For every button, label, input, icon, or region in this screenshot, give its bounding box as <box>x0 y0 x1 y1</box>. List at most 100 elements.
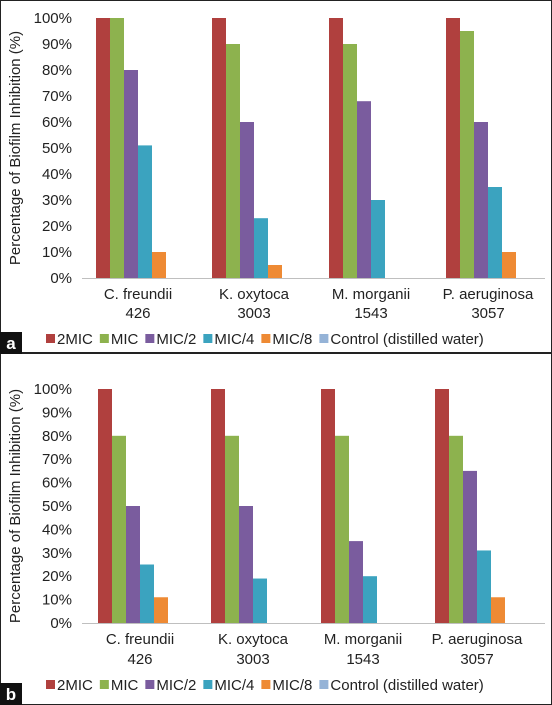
legend-label: MIC/8 <box>272 677 312 694</box>
bar-mic-4 <box>138 145 152 278</box>
legend-label: 2MIC <box>57 677 93 694</box>
legend-swatch <box>99 334 109 343</box>
category-sublabel: 426 <box>127 651 152 668</box>
legend-label: MIC/2 <box>156 677 196 694</box>
y-axis-label: Percentage of Biofilm Inhibition (%) <box>7 31 24 265</box>
bar-mic-2 <box>357 101 371 278</box>
legend-swatch <box>319 334 329 343</box>
legend-swatch <box>203 680 213 689</box>
y-tick-label: 20% <box>42 218 72 235</box>
legend-swatch <box>261 334 271 343</box>
panel-label: b <box>6 685 16 704</box>
y-tick-label: 100% <box>34 381 72 398</box>
category-sublabel: 3057 <box>460 651 493 668</box>
panel-b-chart: 0% 10% 20% 30% 40% 50% 60% 70% 80% 90% 100% Percent… <box>0 381 545 705</box>
legend-swatch <box>46 680 55 689</box>
y-tick-label: 10% <box>42 244 72 261</box>
legend-label: MIC/4 <box>214 677 254 694</box>
y-tick-label: 50% <box>42 498 72 515</box>
bar-2mic <box>446 18 460 278</box>
bar-mic-2 <box>349 541 363 623</box>
bar-mic-8 <box>502 252 516 278</box>
y-tick-label: 60% <box>42 475 72 492</box>
bar-mic-2 <box>463 470 477 623</box>
category-label: C. freundii <box>106 631 174 648</box>
bar-2mic <box>98 389 112 623</box>
bar-mic-8 <box>152 252 166 278</box>
y-tick-label: 50% <box>42 140 72 157</box>
category-label: K. oxytoca <box>218 631 289 648</box>
y-tick-label: 70% <box>42 88 72 105</box>
legend-label: 2MIC <box>57 331 93 348</box>
legend-swatch <box>46 334 55 343</box>
bar-mic <box>225 435 239 623</box>
y-tick-label: 0% <box>50 615 72 632</box>
panel-label: a <box>6 334 16 353</box>
y-tick-label: 40% <box>42 521 72 538</box>
legend-label: MIC/4 <box>214 331 254 348</box>
y-tick-label: 10% <box>42 592 72 609</box>
bar-mic <box>112 435 126 623</box>
bar-mic <box>110 18 124 278</box>
bar-mic-2 <box>239 506 253 623</box>
bar-mic <box>226 44 240 278</box>
bar-mic-4 <box>363 576 377 623</box>
bar-mic-2 <box>240 122 254 278</box>
bar-mic-8 <box>154 597 168 623</box>
bar-mic-2 <box>474 122 488 278</box>
bar-2mic <box>321 389 335 623</box>
legend-swatch <box>261 680 271 689</box>
y-tick-label: 80% <box>42 428 72 445</box>
bar-mic-4 <box>254 218 268 278</box>
y-axis-label: Percentage of Biofilm Inhibition (%) <box>7 389 24 623</box>
bar-mic-8 <box>491 597 505 623</box>
bar-mic <box>449 435 463 623</box>
y-tick-label: 90% <box>42 404 72 421</box>
bar-mic-4 <box>253 578 267 623</box>
category-label: P. aeruginosa <box>443 286 534 303</box>
bar-mic <box>343 44 357 278</box>
legend-swatch <box>145 334 155 343</box>
y-tick-label: 70% <box>42 451 72 468</box>
panel-a-chart: 0% 10% 20% 30% 40% 50% 60% 70% 80% 90% 100% Percent… <box>0 10 545 354</box>
y-tick-label: 80% <box>42 62 72 79</box>
y-tick-label: 30% <box>42 192 72 209</box>
bar-mic-4 <box>140 564 154 623</box>
category-label: M. morganii <box>324 631 402 648</box>
legend-swatch <box>99 680 109 689</box>
bar-mic-4 <box>371 200 385 278</box>
category-sublabel: 1543 <box>354 305 387 322</box>
category-sublabel: 3057 <box>471 305 504 322</box>
y-tick-label: 20% <box>42 568 72 585</box>
legend-swatch <box>319 680 329 689</box>
bar-2mic <box>435 389 449 623</box>
category-label: C. freundii <box>104 286 172 303</box>
y-tick-label: 60% <box>42 114 72 131</box>
category-sublabel: 3003 <box>236 651 269 668</box>
bar-2mic <box>329 18 343 278</box>
category-label: P. aeruginosa <box>432 631 523 648</box>
bar-2mic <box>96 18 110 278</box>
legend-swatch <box>203 334 213 343</box>
legend-label: MIC/2 <box>156 331 196 348</box>
panel-label-box <box>0 332 22 354</box>
bar-2mic <box>212 18 226 278</box>
legend-label: MIC <box>111 331 139 348</box>
y-tick-label: 0% <box>50 270 72 287</box>
bar-mic <box>460 31 474 278</box>
legend-label: MIC <box>111 677 139 694</box>
y-tick-label: 100% <box>34 10 72 27</box>
category-sublabel: 426 <box>125 305 150 322</box>
y-tick-label: 30% <box>42 545 72 562</box>
legend-label: Control (distilled water) <box>330 677 483 694</box>
legend-label: Control (distilled water) <box>330 331 483 348</box>
legend-swatch <box>145 680 155 689</box>
bar-mic-2 <box>124 70 138 278</box>
category-sublabel: 3003 <box>237 305 270 322</box>
category-label: M. morganii <box>332 286 410 303</box>
category-sublabel: 1543 <box>346 651 379 668</box>
bar-mic-2 <box>126 506 140 623</box>
y-tick-label: 90% <box>42 36 72 53</box>
y-tick-label: 40% <box>42 166 72 183</box>
